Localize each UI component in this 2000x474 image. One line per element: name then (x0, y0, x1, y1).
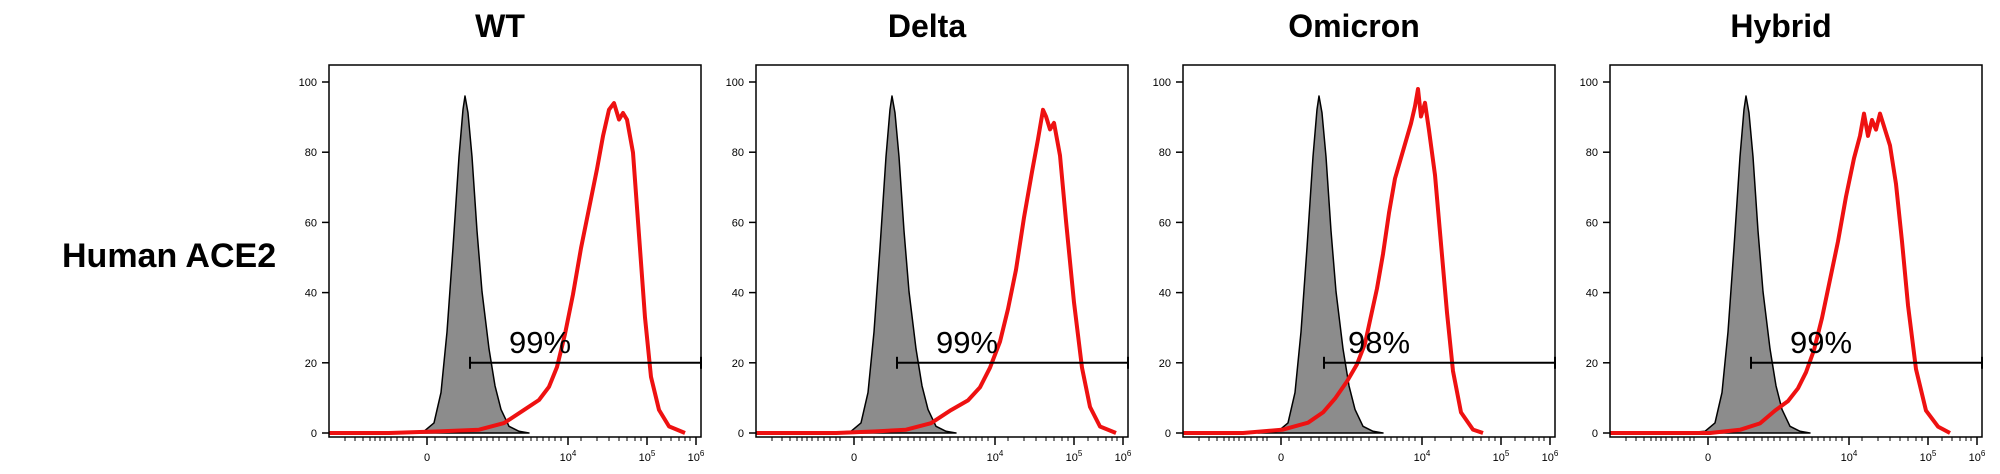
sample-histogram (329, 101, 686, 435)
x-tick-label-exp: 6 (1554, 449, 1559, 458)
plot-frame (755, 64, 1129, 438)
x-tick-label: 106 (1542, 449, 1559, 464)
x-tick-label-base: 10 (1493, 452, 1505, 464)
control-histogram (403, 95, 530, 434)
x-tick-label-exp: 4 (1426, 449, 1431, 458)
sample-histogram (1183, 87, 1484, 435)
x-tick-label: 105 (1493, 449, 1510, 464)
y-tick-label: 40 (732, 288, 744, 300)
panel-title: WT (475, 8, 525, 44)
histogram-panel-delta: Delta 0 20 40 60 80 100 0 104 105 106 99% (712, 0, 1142, 474)
gate-percentage-label: 99% (1790, 325, 1852, 360)
x-tick-label-exp: 5 (1505, 449, 1510, 458)
x-tick-label-base: 10 (688, 452, 700, 464)
x-tick-label: 104 (1414, 449, 1431, 464)
y-tick-label: 0 (311, 428, 317, 440)
x-tick-label: 106 (1115, 449, 1132, 464)
plot-frame (1609, 64, 1983, 438)
histogram-panel-omicron: Omicron 0 20 40 60 80 100 0 104 105 106 98% (1139, 0, 1569, 474)
y-tick-label: 80 (732, 147, 744, 159)
x-tick-label: 105 (1066, 449, 1083, 464)
x-tick-label: 105 (1920, 449, 1937, 464)
x-tick-label-base: 10 (1841, 452, 1853, 464)
x-tick-label-base: 10 (1920, 452, 1932, 464)
x-tick-label-base: 10 (987, 452, 999, 464)
x-tick-label-base: 10 (1414, 452, 1426, 464)
y-tick-label: 20 (1159, 358, 1171, 370)
y-tick-label: 100 (726, 77, 744, 89)
y-tick-label: 100 (1153, 77, 1171, 89)
x-tick-label-base: 10 (1542, 452, 1554, 464)
x-tick-label-exp: 5 (651, 449, 656, 458)
y-tick-label: 0 (738, 428, 744, 440)
control-histogram (830, 95, 957, 434)
x-tick-label: 104 (560, 449, 577, 464)
x-tick-label: 0 (424, 452, 430, 464)
gate-percentage-label: 99% (936, 325, 998, 360)
y-tick-label: 80 (1159, 147, 1171, 159)
x-tick-label-base: 10 (1115, 452, 1127, 464)
gate-percentage-label: 99% (509, 325, 571, 360)
x-tick-label-exp: 4 (1853, 449, 1858, 458)
y-tick-label: 20 (1586, 358, 1598, 370)
x-tick-label-exp: 5 (1078, 449, 1083, 458)
control-histogram (1257, 95, 1384, 434)
panel-title: Omicron (1288, 8, 1420, 44)
y-tick-label: 0 (1592, 428, 1598, 440)
plot-frame (1182, 64, 1556, 438)
y-tick-label: 0 (1165, 428, 1171, 440)
sample-histogram (756, 107, 1117, 435)
control-histogram (1684, 95, 1811, 434)
y-tick-label: 80 (305, 147, 317, 159)
histogram-panel-hybrid: Hybrid 0 20 40 60 80 100 0 104 105 106 99% (1566, 0, 1996, 474)
y-tick-label: 80 (1586, 147, 1598, 159)
y-tick-label: 100 (1580, 77, 1598, 89)
y-tick-label: 40 (1586, 288, 1598, 300)
sample-histogram (1610, 111, 1951, 435)
x-tick-label-exp: 4 (999, 449, 1004, 458)
x-tick-label-exp: 5 (1932, 449, 1937, 458)
gate-percentage-label: 98% (1348, 325, 1410, 360)
y-tick-label: 60 (1586, 217, 1598, 229)
x-tick-label-exp: 6 (700, 449, 705, 458)
y-tick-label: 20 (732, 358, 744, 370)
x-tick-label-base: 10 (560, 452, 572, 464)
x-tick-label: 0 (851, 452, 857, 464)
y-tick-label: 60 (305, 217, 317, 229)
x-tick-label-base: 10 (639, 452, 651, 464)
y-tick-label: 40 (1159, 288, 1171, 300)
histogram-panel-wt: WT 0 20 40 60 80 100 0 104 105 106 99% (285, 0, 715, 474)
x-tick-label-base: 10 (1066, 452, 1078, 464)
x-tick-label-exp: 6 (1981, 449, 1986, 458)
x-tick-label-exp: 6 (1127, 449, 1132, 458)
x-tick-label: 104 (987, 449, 1004, 464)
x-tick-label-base: 10 (1969, 452, 1981, 464)
x-tick-label: 105 (639, 449, 656, 464)
y-tick-label: 60 (1159, 217, 1171, 229)
y-tick-label: 40 (305, 288, 317, 300)
x-tick-label: 0 (1278, 452, 1284, 464)
x-tick-label: 104 (1841, 449, 1858, 464)
row-label: Human ACE2 (62, 237, 277, 275)
y-tick-label: 60 (732, 217, 744, 229)
x-tick-label: 106 (688, 449, 705, 464)
panel-title: Hybrid (1730, 8, 1832, 44)
y-tick-label: 100 (299, 77, 317, 89)
x-tick-label: 106 (1969, 449, 1986, 464)
x-tick-label-exp: 4 (572, 449, 577, 458)
panel-title: Delta (887, 8, 967, 44)
plot-frame (328, 64, 702, 438)
y-tick-label: 20 (305, 358, 317, 370)
x-tick-label: 0 (1705, 452, 1711, 464)
